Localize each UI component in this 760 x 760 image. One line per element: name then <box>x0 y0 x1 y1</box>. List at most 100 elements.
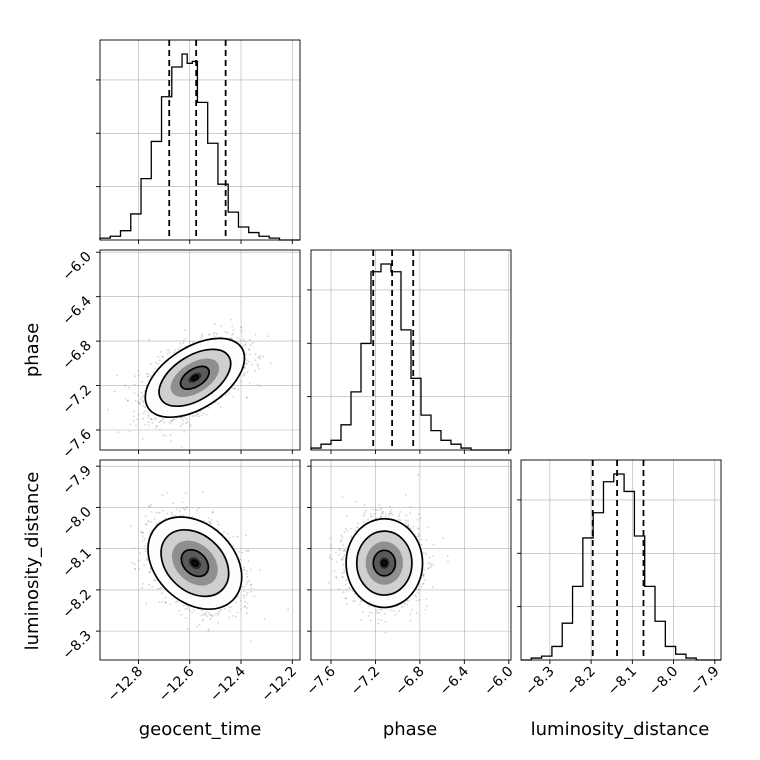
sample-point <box>160 420 163 422</box>
sample-point <box>146 559 149 561</box>
sample-point <box>214 331 217 334</box>
sample-point <box>205 413 208 416</box>
sample-point <box>243 590 245 592</box>
sample-point <box>373 513 376 515</box>
sample-point <box>182 604 185 607</box>
sample-point <box>223 531 225 533</box>
sample-point <box>133 547 135 550</box>
sample-point <box>236 336 239 339</box>
sample-point <box>263 618 266 620</box>
sample-point <box>179 425 182 428</box>
sample-point <box>254 353 257 356</box>
sample-point <box>208 333 211 336</box>
sample-point <box>141 380 143 383</box>
sample-point <box>156 425 158 428</box>
sample-point <box>184 337 187 340</box>
sample-point <box>124 384 127 386</box>
sample-point <box>232 544 235 547</box>
sample-point <box>230 319 233 321</box>
sample-point <box>201 609 203 612</box>
sample-point <box>209 618 212 620</box>
sample-point <box>178 510 181 513</box>
sample-point <box>343 571 346 574</box>
sample-point <box>126 399 129 402</box>
sample-point <box>180 416 183 419</box>
sample-point <box>262 356 265 358</box>
sample-point <box>178 610 181 612</box>
sample-point <box>140 392 143 394</box>
sample-point <box>185 422 187 424</box>
sample-point <box>163 421 166 424</box>
sample-point <box>369 619 372 622</box>
sample-point <box>147 519 150 522</box>
sample-point <box>329 544 332 546</box>
sample-point <box>157 355 160 358</box>
sample-point <box>244 366 246 369</box>
sample-point <box>179 507 182 509</box>
sample-point <box>191 611 194 614</box>
sample-point <box>133 563 136 566</box>
sample-point <box>154 579 157 582</box>
sample-point <box>180 346 182 348</box>
sample-point <box>384 515 387 518</box>
sample-point <box>389 510 391 513</box>
sample-point <box>217 612 220 614</box>
sample-point <box>202 612 205 615</box>
sample-point <box>142 412 145 415</box>
sample-point <box>250 587 253 590</box>
sample-point <box>180 417 183 420</box>
sample-point <box>202 618 205 620</box>
sample-point <box>206 615 209 618</box>
sample-point <box>137 394 140 397</box>
sample-point <box>150 570 152 572</box>
sample-point <box>144 423 147 426</box>
sample-point <box>246 396 249 399</box>
sample-point <box>138 401 141 404</box>
sample-point <box>150 418 152 420</box>
sample-point <box>243 605 246 608</box>
sample-point <box>183 328 186 331</box>
sample-point <box>249 353 251 356</box>
sample-point <box>153 417 156 420</box>
sample-point <box>205 611 208 614</box>
sample-point <box>416 518 419 521</box>
sample-point <box>338 553 340 556</box>
sample-point <box>144 406 147 409</box>
sample-point <box>259 355 262 357</box>
sample-point <box>235 615 237 618</box>
sample-point <box>170 419 173 422</box>
sample-point <box>161 600 164 603</box>
sample-point <box>140 396 143 399</box>
sample-point <box>162 356 164 359</box>
sample-point <box>258 568 261 571</box>
sample-point <box>384 612 386 615</box>
sample-point <box>160 419 162 422</box>
sample-point <box>246 576 249 578</box>
sample-point <box>158 601 161 603</box>
sample-point <box>230 337 233 340</box>
sample-point <box>167 349 169 352</box>
sample-point <box>148 571 151 574</box>
sample-point <box>207 517 210 520</box>
sample-point <box>201 335 204 337</box>
sample-point <box>154 427 157 429</box>
sample-point <box>180 446 183 448</box>
sample-point <box>189 425 192 428</box>
sample-point <box>330 546 333 549</box>
sample-point <box>225 394 227 396</box>
sample-point <box>240 326 243 329</box>
sample-point <box>151 585 154 588</box>
sample-point <box>146 375 149 378</box>
sample-point <box>155 425 158 427</box>
sample-point <box>173 418 175 420</box>
sample-point <box>133 392 136 395</box>
sample-point <box>128 386 131 389</box>
sample-point <box>107 408 109 411</box>
sample-point <box>243 373 246 376</box>
sample-point <box>258 355 260 358</box>
sample-point <box>212 332 215 335</box>
sample-point <box>227 533 229 535</box>
sample-point <box>228 610 231 613</box>
sample-point <box>138 374 140 377</box>
sample-point <box>245 363 248 365</box>
